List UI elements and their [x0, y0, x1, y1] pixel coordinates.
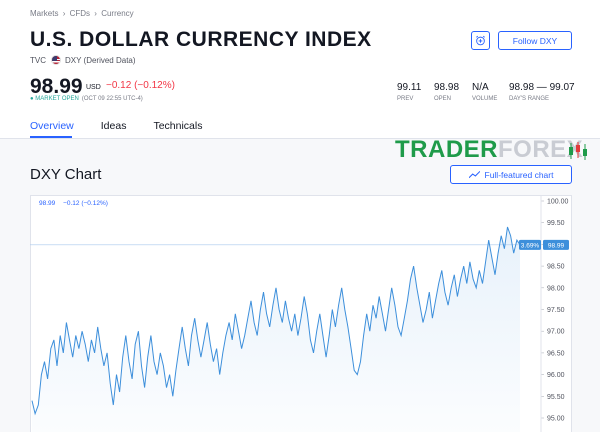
- y-tick-label: 96.50: [547, 350, 565, 357]
- stat-days-range: 98.98 — 99.07 DAY'S RANGE: [509, 82, 575, 102]
- y-tick-label: 97.00: [547, 329, 565, 336]
- breadcrumb-currency[interactable]: Currency: [101, 9, 134, 18]
- percent-change-badge: 3.69%: [521, 242, 540, 249]
- y-tick-label: 97.50: [547, 307, 565, 314]
- breadcrumb-separator: ›: [62, 9, 66, 18]
- last-price-badge-bg: [543, 239, 569, 250]
- market-status: ● MARKET OPEN (OCT 09 22:55 UTC-4): [30, 96, 143, 102]
- currency-label: USD: [86, 84, 101, 91]
- price-line: [31, 226, 521, 416]
- legend-price: 98.99: [39, 200, 56, 207]
- quote-time: (OCT 09 22:55 UTC-4): [81, 96, 143, 102]
- stat-open: 98.98 OPEN: [434, 82, 460, 102]
- y-tick-label: 98.50: [547, 264, 565, 271]
- alarm-plus-icon: [476, 35, 485, 46]
- breadcrumb-separator: ›: [94, 9, 97, 18]
- tab-technicals[interactable]: Technicals: [153, 120, 203, 132]
- y-tick-label: 98.00: [547, 285, 565, 292]
- y-tick-label: 96.00: [547, 372, 565, 379]
- y-tick-label: 99.50: [547, 220, 565, 227]
- watermark-logo: TRADERFOREX: [395, 136, 584, 163]
- chart-line-icon: [468, 170, 480, 178]
- follow-button[interactable]: Follow DXY: [498, 31, 572, 50]
- chart-title: DXY Chart: [30, 166, 102, 183]
- exchange-label: TVC: [30, 55, 46, 65]
- stat-volume: N/A VOLUME: [472, 82, 498, 102]
- y-tick-label: 95.50: [547, 394, 565, 401]
- stat-prev: 99.11 PREV: [397, 82, 422, 102]
- price-area-fill: [32, 227, 520, 432]
- add-alert-button[interactable]: [471, 31, 490, 50]
- active-tab-underline: [30, 136, 72, 138]
- percent-change-badge-bg: [519, 239, 541, 250]
- price-change: −0.12 (−0.12%): [106, 80, 175, 91]
- legend-change: −0.12 (−0.12%): [63, 200, 108, 207]
- full-featured-chart-button[interactable]: Full-featured chart: [450, 165, 572, 184]
- y-tick-label: 95.00: [547, 416, 565, 423]
- market-open-indicator: ● MARKET OPEN: [30, 96, 79, 102]
- us-flag-icon: [51, 55, 61, 65]
- page-title: U.S. DOLLAR CURRENCY INDEX: [30, 28, 372, 51]
- breadcrumb-markets[interactable]: Markets: [30, 9, 59, 18]
- last-price: 98.99: [30, 75, 83, 98]
- tab-divider: [0, 138, 600, 139]
- tab-overview[interactable]: Overview: [30, 120, 74, 132]
- tab-ideas[interactable]: Ideas: [100, 120, 127, 132]
- breadcrumb-cfds[interactable]: CFDs: [69, 9, 91, 18]
- tab-bar: Overview Ideas Technicals: [30, 120, 229, 138]
- candles-logo-icon: [569, 142, 587, 160]
- breadcrumb: Markets › CFDs › Currency: [30, 9, 136, 18]
- last-price-badge: 98.99: [548, 242, 565, 249]
- chart-legend: 98.99 −0.12 (−0.12%): [39, 200, 114, 207]
- symbol-info: TVC DXY (Derived Data): [30, 55, 136, 65]
- symbol-label: DXY (Derived Data): [65, 55, 136, 65]
- y-tick-label: 100.00: [547, 199, 569, 206]
